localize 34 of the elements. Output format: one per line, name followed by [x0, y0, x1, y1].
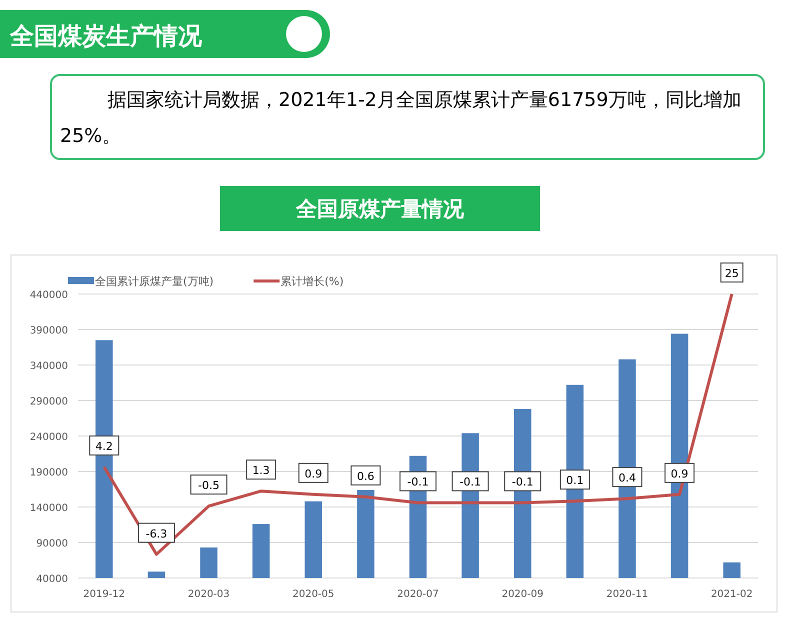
y-tick-label: 40000	[36, 574, 68, 585]
x-tick-label: 2020-11	[606, 589, 648, 600]
x-tick-label: 2020-05	[292, 589, 334, 600]
data-label: 25	[724, 267, 739, 280]
data-label: 0.6	[356, 470, 374, 483]
y-tick-label: 90000	[36, 538, 68, 550]
chart-subtitle: 全国原煤产量情况	[295, 197, 465, 221]
data-label: -0.1	[460, 476, 482, 489]
x-tick-label: 2020-09	[502, 589, 544, 600]
text: 据国家统计局数据，2021年1-2月全国原煤累计产量61759万吨，同比增加25%。	[50, 74, 765, 160]
data-label: -0.1	[512, 476, 534, 489]
chart-title: 全国煤炭生产情况	[9, 22, 203, 50]
y-tick-label: 190000	[30, 468, 68, 478]
data-label: -6.3	[146, 527, 168, 540]
legend-label: 累计增长(%)	[280, 275, 344, 288]
y-tick-label: 290000	[30, 396, 68, 408]
x-tick-label: 2021-02	[710, 589, 753, 600]
data-label: 1.3	[252, 464, 270, 478]
x-tick-label: 2020-03	[188, 589, 230, 600]
data-label: 4.2	[95, 440, 113, 453]
data-label: 0.1	[566, 474, 584, 488]
y-tick-label: 390000	[30, 326, 68, 336]
y-tick-label: 440000	[30, 290, 68, 301]
y-tick-label: 340000	[30, 361, 68, 372]
data-label: 0.9	[670, 467, 688, 480]
data-label: 0.9	[304, 467, 322, 480]
legend-label: 全国累计原煤产量(万吨)	[95, 275, 214, 288]
y-tick-label: 140000	[30, 503, 68, 514]
x-tick-label: 2019-12	[83, 589, 126, 600]
y-tick-label: 240000	[30, 432, 68, 443]
x-tick-label: 2020-07	[397, 589, 439, 600]
data-label: -0.1	[407, 476, 429, 489]
data-label: -0.5	[198, 479, 220, 492]
data-label: 0.4	[618, 472, 636, 485]
